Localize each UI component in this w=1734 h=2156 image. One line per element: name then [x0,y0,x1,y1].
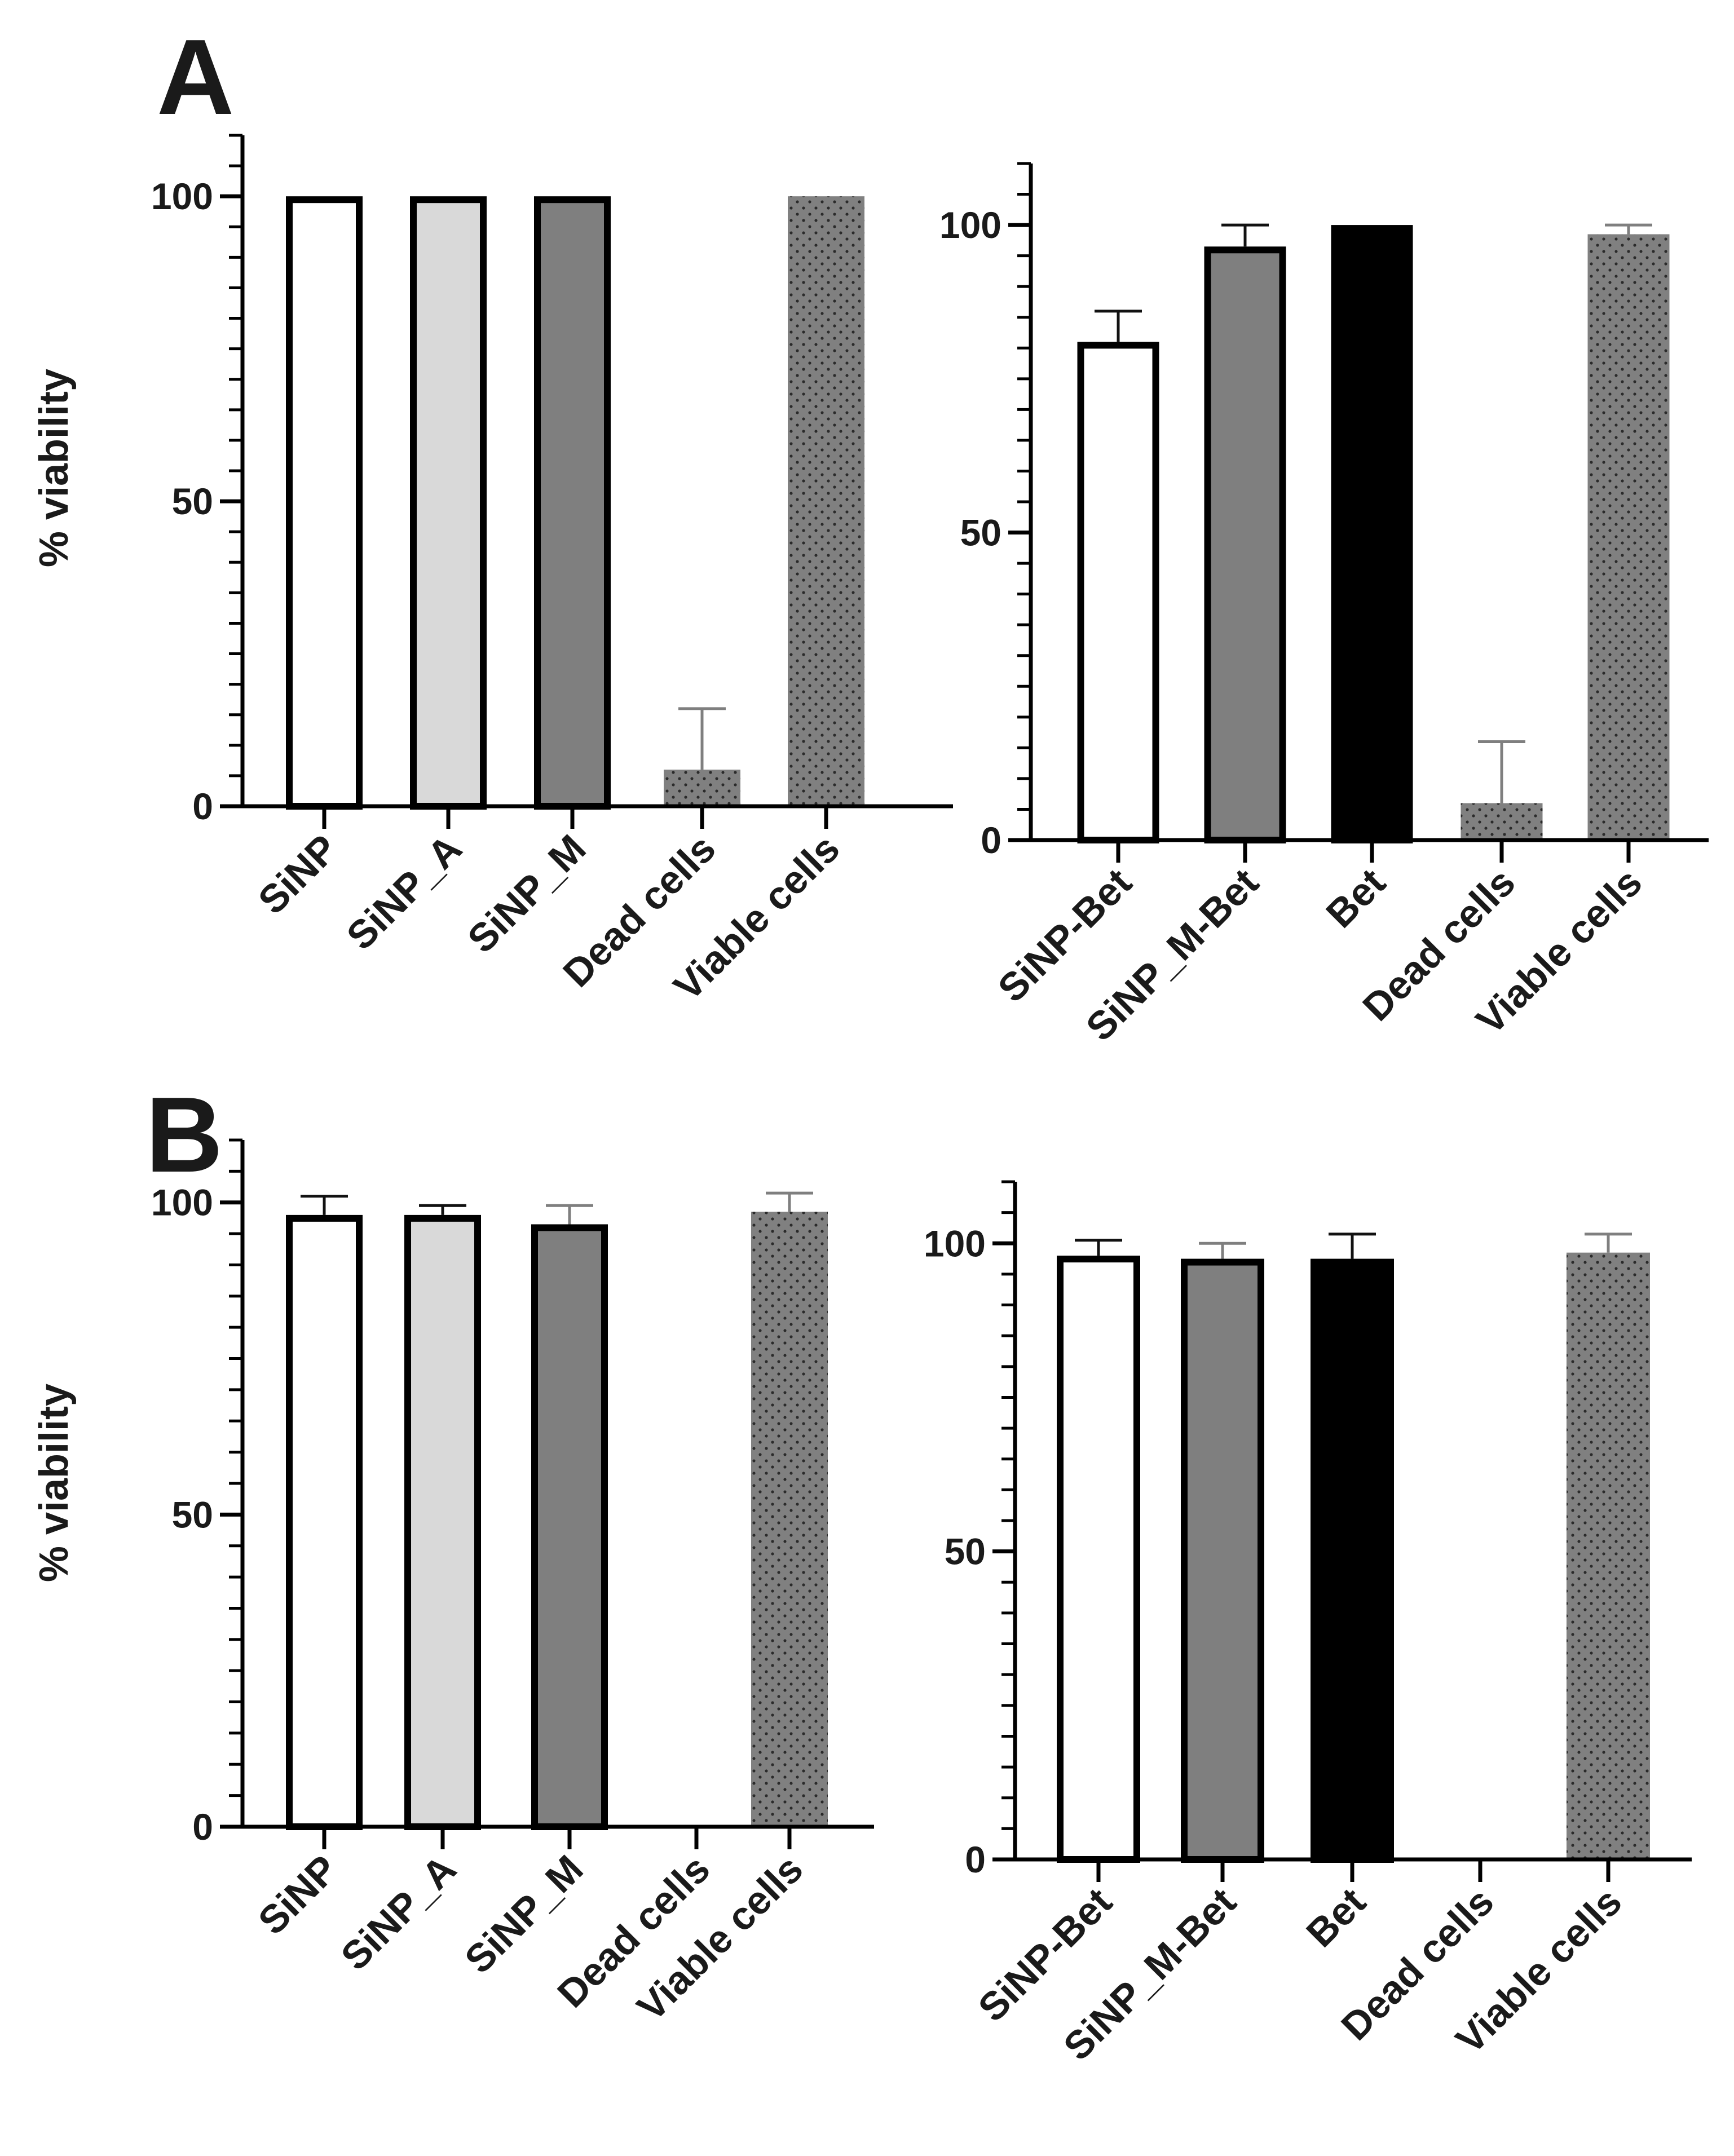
y-tick-label: 50 [945,1531,986,1572]
y-axis-title: % viability [32,1384,77,1582]
x-category-label: Bet [1318,860,1394,936]
x-category-label: Bet [1298,1879,1374,1955]
bar-viable-cells [788,196,864,806]
panel-letter-a: A [157,17,234,137]
bar-sinp-bet [1057,1256,1140,1863]
bar-sinp [286,1214,363,1831]
bar-sinp-bet [1077,342,1159,843]
y-tick-label: 0 [965,1839,986,1880]
y-tick-label: 50 [172,1494,213,1535]
x-category-label: SiNP_A [338,826,470,958]
bar-dead-cells [1461,803,1543,840]
y-tick-label: 0 [192,1806,213,1848]
y-tick-label: 100 [151,175,213,217]
y-tick-label: 50 [960,512,1001,554]
bar-viable-cells [1587,234,1670,840]
bar-sinp-m [531,1224,608,1831]
bar-bet [1311,1258,1394,1863]
bar-viable-cells [751,1212,828,1827]
panel-letter-b: B [145,1075,223,1195]
y-tick-label: 0 [192,785,213,827]
y-tick-label: 100 [151,1182,213,1223]
bar-sinp-a [410,196,487,810]
y-tick-label: 100 [939,204,1001,246]
bar-sinp-m [534,196,611,810]
bar-sinp-a [404,1214,481,1831]
x-category-label: SiNP [250,826,346,922]
bar-sinp [286,196,363,810]
bar-sinp-m-bet [1204,246,1286,844]
bar-bet [1331,225,1413,843]
y-tick-label: 100 [924,1222,986,1264]
y-tick-label: 50 [172,480,213,522]
bar-dead-cells [664,770,740,806]
bar-sinp-m-bet [1181,1258,1264,1863]
x-category-label: SiNP_A [333,1846,465,1978]
x-category-label: SiNP_M [456,1846,591,1981]
x-category-label: SiNP [250,1846,346,1943]
x-category-label: SiNP_M [459,826,594,961]
bar-viable-cells [1567,1252,1650,1859]
y-tick-label: 0 [981,819,1001,861]
y-axis-title: % viability [32,369,77,567]
